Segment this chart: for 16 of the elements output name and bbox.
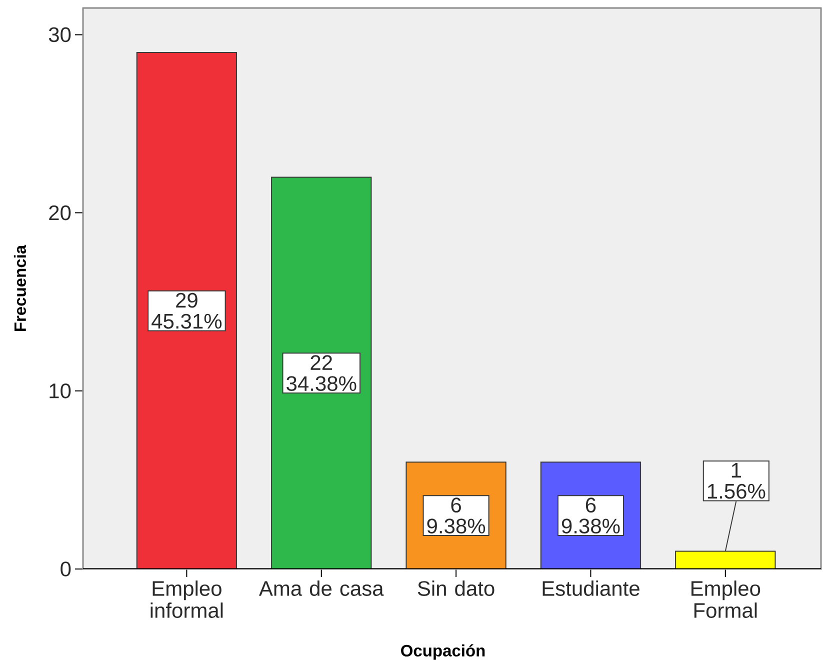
x-tick-label: Empleo Formal bbox=[692, 580, 760, 618]
data-label: 29 45.31% bbox=[152, 292, 222, 329]
x-axis-title: Ocupación bbox=[401, 644, 485, 660]
y-tick-label: 10 bbox=[50, 383, 71, 398]
data-label: 22 34.38% bbox=[286, 355, 356, 392]
data-label: 6 9.38% bbox=[562, 498, 620, 534]
y-axis-title: Frecuencia bbox=[14, 244, 26, 331]
x-tick-label: Empleo informal bbox=[150, 580, 223, 618]
y-tick-label: 30 bbox=[48, 27, 71, 42]
x-tick-label: Ama de casa bbox=[258, 580, 384, 596]
y-tick-label: 20 bbox=[49, 205, 71, 220]
x-tick-label: Estudiante bbox=[542, 580, 640, 596]
y-tick-label: 0 bbox=[60, 562, 71, 576]
data-label: 1 1.56% bbox=[708, 463, 766, 499]
data-label: 6 9.38% bbox=[427, 498, 486, 534]
x-tick-label: Sin dato bbox=[418, 580, 494, 596]
